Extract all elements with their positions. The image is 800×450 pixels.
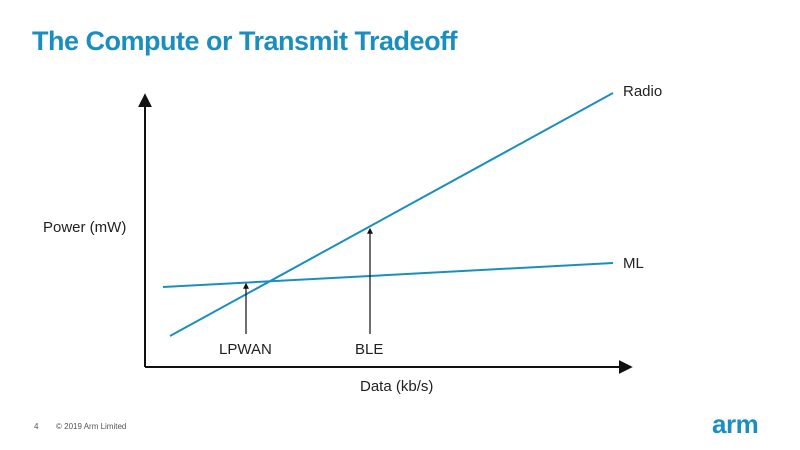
- arm-logo: arm: [712, 409, 759, 439]
- x-axis-label: Data (kb/s): [360, 378, 433, 395]
- ml-label: ML: [623, 255, 644, 272]
- ble-label: BLE: [355, 341, 383, 358]
- radio-line: [169, 92, 614, 337]
- ml-line: [162, 262, 614, 288]
- page-number: 4: [34, 422, 39, 431]
- lpwan-label: LPWAN: [219, 341, 272, 358]
- slide-title: The Compute or Transmit Tradeoff: [32, 26, 458, 56]
- radio-label: Radio: [623, 83, 662, 100]
- y-axis-label: Power (mW): [43, 219, 126, 236]
- copyright-text: © 2019 Arm Limited: [56, 422, 127, 431]
